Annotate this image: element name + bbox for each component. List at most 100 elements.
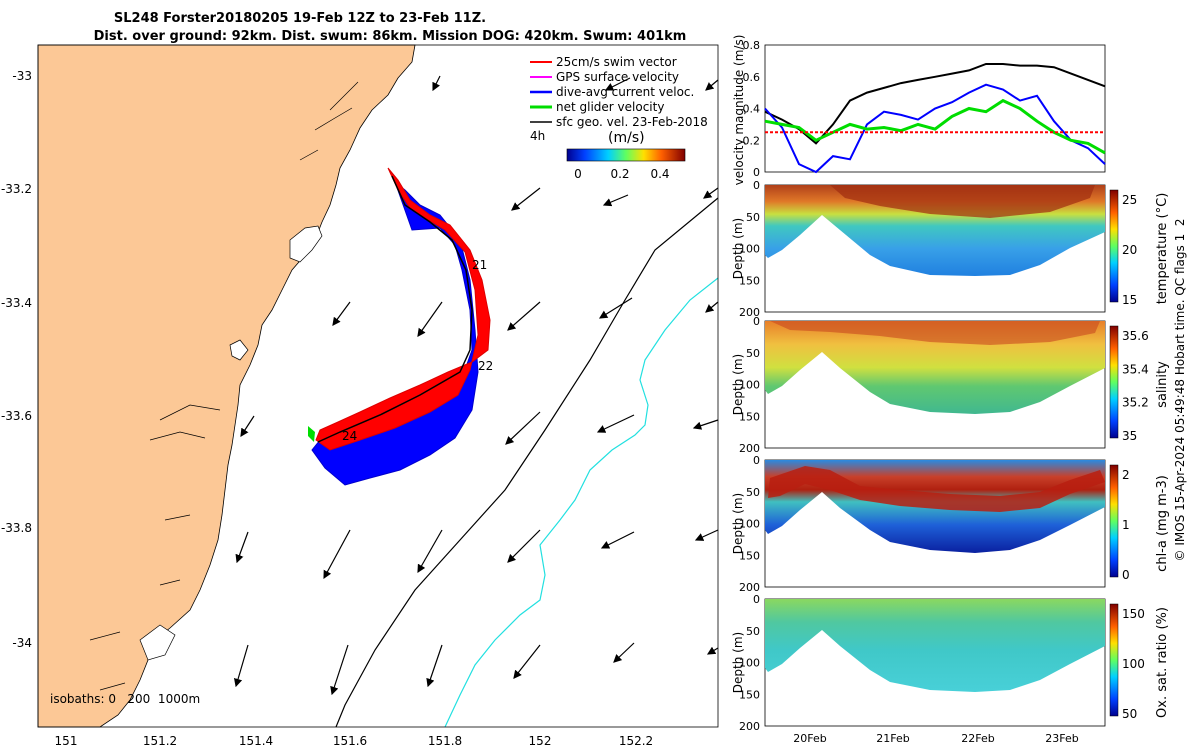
salinity-fresh-core xyxy=(770,321,1100,345)
estuary-3 xyxy=(139,624,176,661)
estuary-1 xyxy=(289,225,323,263)
velocity-series-group xyxy=(764,63,1106,174)
current-vector-swath xyxy=(311,180,479,486)
section-ylabel: Depth (m) xyxy=(731,218,745,279)
section-y-tick: 100 xyxy=(739,518,760,531)
isobaths-label: isobaths: 0 200 1000m xyxy=(50,692,200,706)
section-y-tick: 50 xyxy=(746,347,760,360)
map-x-tick: 151 xyxy=(55,734,78,748)
section-y-tick: 0 xyxy=(753,179,760,192)
section-ylabel: Depth (m) xyxy=(731,632,745,693)
legend-net-label: net glider velocity xyxy=(556,100,664,114)
colorbar-tick-2: 0.4 xyxy=(650,167,669,181)
map-x-tick: 151.2 xyxy=(143,734,177,748)
day-label-24: 24 xyxy=(342,429,357,443)
map-y-tick: -33.2 xyxy=(1,182,32,196)
colorbar-title: (m/s) xyxy=(608,130,645,146)
section-y-tick: 200 xyxy=(739,720,760,733)
map-x-tick: 151.8 xyxy=(428,734,462,748)
velocity-y-tick: 0.8 xyxy=(743,39,761,52)
oxygen-section xyxy=(765,599,1105,692)
section-y-tick: 150 xyxy=(739,688,760,701)
time-axis-tick-labels: 20Feb 21Feb 22Feb 23Feb xyxy=(793,732,1078,745)
section-y-tick: 50 xyxy=(746,486,760,499)
colorbar-tick-1: 0.2 xyxy=(610,167,629,181)
colorbar-tick: 50 xyxy=(1122,707,1137,721)
map-x-tick: 152.2 xyxy=(619,734,653,748)
colorbar-tick: 35 xyxy=(1122,429,1137,443)
velocity-y-tick: 0.4 xyxy=(743,103,761,116)
map-x-tick: 152 xyxy=(529,734,552,748)
map-colorbar xyxy=(566,148,686,162)
map-x-tick-labels: 151 151.2 151.4 151.6 151.8 152 152.2 xyxy=(55,734,654,748)
colorbar-tick: 0 xyxy=(1122,568,1130,582)
section-y-tick: 100 xyxy=(739,243,760,256)
time-tick: 22Feb xyxy=(961,732,994,745)
glider-track-line xyxy=(317,175,473,443)
figure-title-line1: SL248 Forster20180205 19-Feb 12Z to 23-F… xyxy=(114,11,486,26)
temperature-panel xyxy=(764,184,1119,313)
map-y-tick: -33.4 xyxy=(1,296,32,310)
map-y-tick: -33 xyxy=(12,69,32,83)
velocity-y-tick: 0 xyxy=(753,166,760,179)
time-tick: 23Feb xyxy=(1045,732,1078,745)
inlet-lines xyxy=(89,81,359,691)
section-y-tick: 200 xyxy=(739,581,760,594)
map-legend: 25cm/s swim vector GPS surface velocity … xyxy=(530,55,708,181)
map-x-tick: 151.4 xyxy=(239,734,273,748)
velocity-ylabel: velocity magnitude (m/s) xyxy=(732,35,746,186)
colorbar-tick: 15 xyxy=(1122,293,1137,307)
estuary-2 xyxy=(229,339,249,361)
duration-label: 4h xyxy=(530,129,545,143)
section-y-tick: 50 xyxy=(746,211,760,224)
section-y-tick: 100 xyxy=(739,379,760,392)
section-y-tick: 200 xyxy=(739,442,760,455)
section-y-tick: 150 xyxy=(739,549,760,562)
salinity-colorbar xyxy=(1109,325,1119,439)
section-y-tick: 0 xyxy=(753,315,760,328)
colorbar-tick: 2 xyxy=(1122,468,1130,482)
legend-current-label: dive-avg current veloc. xyxy=(556,85,694,99)
section-y-tick: 0 xyxy=(753,454,760,467)
time-tick: 20Feb xyxy=(793,732,826,745)
colorbar-tick: 1 xyxy=(1122,518,1130,532)
map-axes-box xyxy=(37,44,719,728)
colorbar-tick-0: 0 xyxy=(574,167,582,181)
section-y-tick: 150 xyxy=(739,410,760,423)
map-y-tick: -33.6 xyxy=(1,409,32,423)
legend-swim-label: 25cm/s swim vector xyxy=(556,55,677,69)
chlorophyll-colorbar xyxy=(1109,464,1119,578)
colorbar-tick: 35.4 xyxy=(1122,362,1149,376)
colorbar-tick: 35.2 xyxy=(1122,396,1149,410)
map-x-tick: 151.6 xyxy=(333,734,367,748)
map-y-tick: -34 xyxy=(12,636,32,650)
day-label-21: 21 xyxy=(472,258,487,272)
net-velocity-marker xyxy=(308,426,315,442)
salinity-section xyxy=(765,321,1105,414)
time-tick: 21Feb xyxy=(876,732,909,745)
colorbar-label: Ox. sat. ratio (%) xyxy=(1155,607,1170,718)
velocity-y-tick: 0.6 xyxy=(743,71,761,84)
figure-title-line2: Dist. over ground: 92km. Dist. swum: 86k… xyxy=(94,29,687,44)
salinity-panel xyxy=(764,320,1119,449)
velocity-series-line-1 xyxy=(764,83,1106,174)
colorbar-tick: 150 xyxy=(1122,607,1145,621)
colorbar-label: chl-a (mg m-3) xyxy=(1155,475,1170,572)
section-ylabel: Depth (m) xyxy=(731,493,745,554)
temperature-colorbar xyxy=(1109,189,1119,303)
section-y-tick: 150 xyxy=(739,274,760,287)
oxygen-colorbar xyxy=(1109,603,1119,717)
map-panel: 21 22 24 25cm/s swim vector GPS surface … xyxy=(1,44,719,748)
colorbar-label: salinity xyxy=(1155,361,1170,408)
colorbar-label: temperature (°C) xyxy=(1155,193,1170,305)
section-y-tick: 50 xyxy=(746,625,760,638)
velocity-panel: 0 0.2 0.4 0.6 0.8 velocity magnitude (m/s) xyxy=(732,35,1106,186)
chlorophyll-max-band xyxy=(768,466,1105,512)
colorbar-tick: 100 xyxy=(1122,657,1145,671)
oxygen-panel xyxy=(764,598,1119,727)
chlorophyll-panel xyxy=(764,459,1119,588)
legend-gps-label: GPS surface velocity xyxy=(556,70,679,84)
section-y-tick: 100 xyxy=(739,657,760,670)
